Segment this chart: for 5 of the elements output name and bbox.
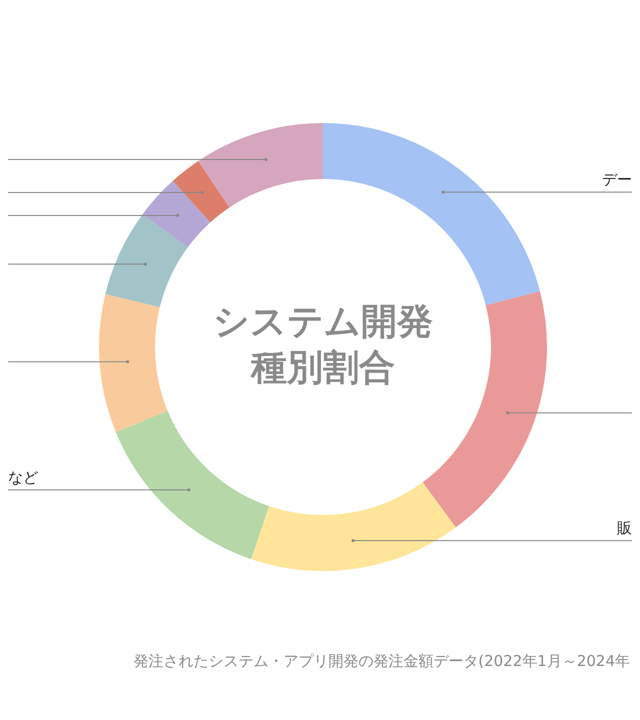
- slice-label: 販: [617, 519, 632, 538]
- text: システム開発種別割合: [213, 301, 433, 388]
- slice-label: など: [8, 468, 38, 486]
- text: 発注されたシステム・アプリ開発の発注金額データ(2022年1月～2024年: [133, 652, 630, 670]
- slice-label: デー: [602, 170, 632, 189]
